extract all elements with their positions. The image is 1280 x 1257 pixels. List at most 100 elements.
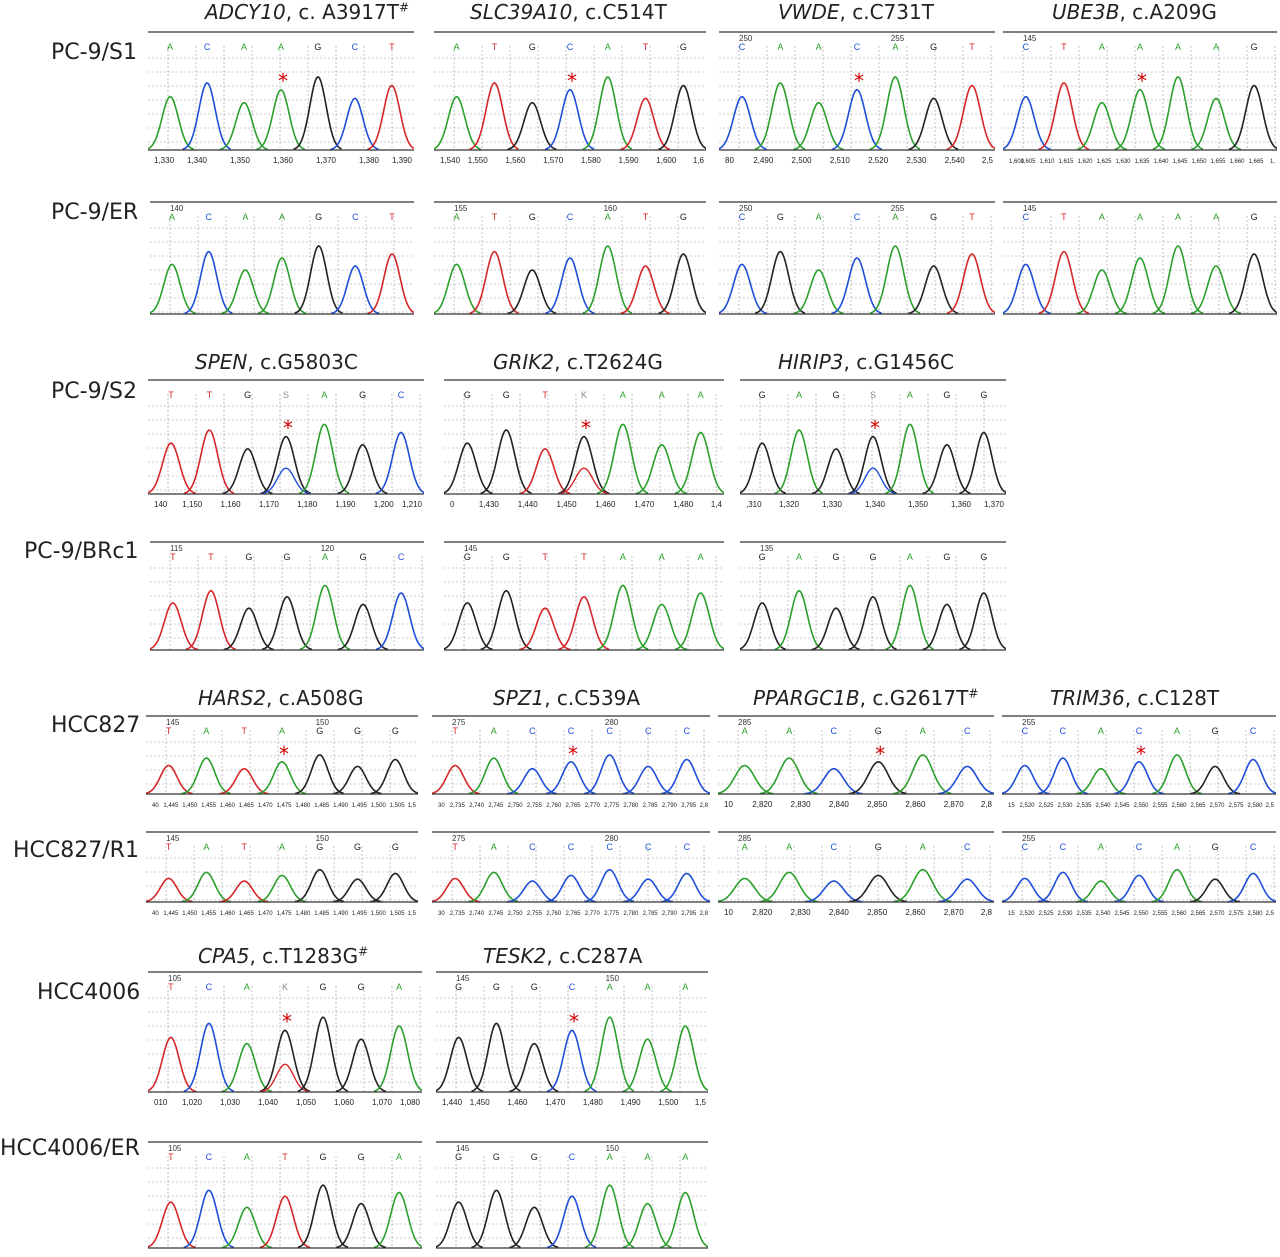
mutation-star-icon: * (870, 416, 880, 440)
mutation-star-icon: * (854, 69, 864, 93)
axis-tick-label: 1,070 (372, 1098, 393, 1107)
trace-peak (596, 423, 649, 494)
base-call-label: C (398, 390, 405, 400)
axis-tick-label: 2,840 (829, 800, 850, 809)
axis-tick-label: 2,750 (508, 803, 524, 809)
position-label: 285 (738, 834, 752, 843)
base-call-label: C (1022, 842, 1029, 852)
mutation-label: , c.G5803C (247, 350, 358, 374)
base-call-label: C (854, 212, 861, 222)
axis-tick-label: 1,615 (1058, 159, 1074, 165)
axis-tick-label: 80 (725, 156, 734, 165)
base-call-label: C (206, 982, 213, 992)
trace-peak (937, 878, 994, 903)
base-call-label: T (389, 42, 395, 52)
axis-tick-label: 1,455 (201, 911, 217, 917)
base-call-label: T (166, 726, 172, 736)
base-call-label: S (870, 390, 876, 400)
axis-tick-label: 1,550 (468, 156, 489, 165)
axis-tick-label: 1,480 (295, 803, 311, 809)
trace-peak (660, 1025, 708, 1093)
base-call-label: C (204, 42, 211, 52)
axis-tick-label: 2,850 (867, 800, 888, 809)
axis-tick-label: 1,480 (673, 500, 694, 509)
chromatogram-svg: 115 120 T T G G A G C (150, 541, 424, 651)
axis-tick-label: 1,450 (182, 803, 198, 809)
base-call-label: G (503, 552, 510, 562)
trace-peak (256, 89, 305, 151)
trace-peak (299, 584, 351, 651)
base-call-label: G (1212, 842, 1219, 852)
chromatogram-panel: 275 280 T A C C C C C 30 2,735 2,740 2,745 2,750 2,755… (432, 828, 710, 920)
trace-peak (257, 760, 307, 795)
base-call-label: C (964, 842, 971, 852)
mutation-star-icon: * (568, 742, 578, 766)
axis-tick-label: 2,540 (1095, 803, 1111, 809)
trace-peak (294, 754, 344, 795)
axis-tick-label: 2,520 (868, 156, 889, 165)
axis-tick-label: 2,780 (623, 803, 639, 809)
axis-tick-label: 30 (438, 911, 445, 917)
trace-peak (373, 1025, 422, 1093)
chromatogram-svg: 250 255 C A A C A G T * 80 2,490 2,500 2,510 2,520 2,53… (719, 31, 995, 165)
position-label: 150 (606, 1144, 620, 1153)
position-label: 150 (606, 974, 620, 983)
base-call-label: T (542, 390, 548, 400)
base-call-label: G (1251, 42, 1258, 52)
base-call-label: A (786, 842, 792, 852)
base-call-label: C (964, 726, 971, 736)
trace-peak (468, 871, 519, 903)
trace-peak (718, 877, 774, 903)
position-label: 160 (604, 204, 618, 213)
base-call-label: T (542, 552, 548, 562)
position-label: 255 (891, 34, 905, 43)
axis-tick-label: 1,485 (314, 803, 330, 809)
trace-peak (1075, 880, 1126, 903)
base-call-label: A (659, 390, 665, 400)
trace-peak (434, 95, 481, 150)
mutation-star-icon: * (279, 742, 289, 766)
chromatogram-panel: 255 C C A C A G C 15 2,520 2,525 2,530 2,535 2,540 2,5… (1002, 828, 1276, 920)
trace-peak (223, 607, 274, 651)
axis-tick-label: 1,450 (470, 1098, 491, 1107)
chromatogram-svg: 275 280 T A C C C C C 30 2,735 2,740 2,745 2,750 2,755… (432, 831, 710, 917)
base-call-label: G (531, 1152, 538, 1162)
trace-peak (183, 1022, 235, 1092)
base-call-label: C (529, 842, 536, 852)
trace-peak (480, 429, 532, 495)
trace-peak (922, 603, 971, 651)
trace-peak (583, 754, 635, 795)
axis-tick-label: 2,525 (1038, 803, 1054, 809)
axis-tick-label: 2,8 (981, 908, 993, 917)
trace-peak (219, 767, 269, 795)
base-call-label: A (777, 42, 783, 52)
axis-tick-label: 1,450 (182, 911, 198, 917)
axis-tick-label: 1,440 (518, 500, 539, 509)
trace-peak (183, 429, 235, 495)
base-call-label: A (920, 726, 926, 736)
axis-tick-label: 1,170 (259, 500, 280, 509)
base-call-label: G (680, 212, 687, 222)
axis-tick-label: 2,740 (469, 911, 485, 917)
base-call-label: C (1250, 842, 1257, 852)
base-call-label: A (491, 726, 497, 736)
base-call-label: T (389, 212, 395, 222)
axis-tick-label: 40 (152, 803, 159, 809)
trace-peak (185, 589, 237, 651)
trace-peak (330, 265, 380, 315)
group-title: SLC39A10, c.C514T (470, 0, 667, 24)
chromatogram-panel: 145 G G T T A A A (444, 538, 724, 656)
chromatogram-panel: 255 C C A C A G C * 15 2,520 2,525 2,530 2,535 2,540 2,… (1002, 712, 1276, 812)
axis-tick-label: 2,545 (1114, 911, 1130, 917)
base-call-label: G (833, 390, 840, 400)
axis-tick-label: 1,190 (335, 500, 356, 509)
base-call-label: C (1136, 726, 1143, 736)
mutation-star-icon: * (282, 1010, 292, 1034)
base-call-label: C (205, 212, 212, 222)
axis-tick-label: ,310 (746, 500, 762, 509)
mutation-star-icon: * (875, 742, 885, 766)
trace-peak (545, 761, 596, 795)
base-call-label: T (643, 212, 649, 222)
base-call-label: C (569, 982, 576, 992)
